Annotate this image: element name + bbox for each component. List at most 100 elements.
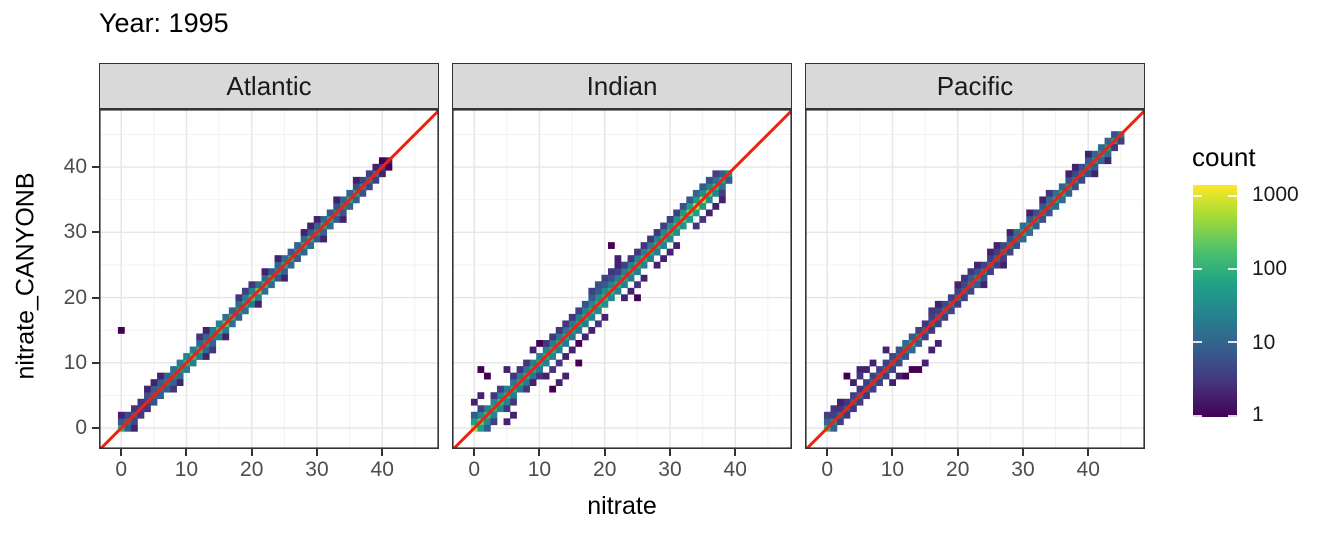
bin2d-cell	[352, 196, 360, 204]
bin2d-cell	[137, 398, 145, 406]
bin2d-cell	[568, 333, 576, 341]
bin2d-cell	[575, 307, 583, 315]
bin2d-cell	[987, 248, 994, 256]
bin2d-cell	[510, 379, 517, 386]
bin2d-cell	[640, 248, 648, 256]
bin2d-cell	[529, 372, 537, 380]
y-tick-label: 40	[63, 155, 87, 179]
bin2d-cell	[483, 405, 491, 413]
bin2d-cell	[287, 248, 295, 256]
bin2d-cell	[974, 268, 981, 276]
bin2d-cell	[549, 366, 557, 373]
legend-tick-label: 1000	[1252, 183, 1299, 206]
bin2d-cell	[1071, 183, 1079, 191]
bin2d-cell	[313, 222, 321, 230]
bin2d-cell	[627, 287, 635, 295]
bin2d-cell	[836, 418, 844, 426]
bin2d-cell	[699, 216, 707, 223]
bin2d-cell	[307, 242, 315, 249]
bin2d-cell	[294, 255, 301, 263]
bin2d-cell	[536, 340, 544, 347]
y-tick-label: 10	[63, 350, 87, 374]
bin2d-cell	[601, 287, 609, 295]
bin2d-cell	[607, 281, 615, 289]
bin2d-cell	[254, 300, 262, 308]
bin2d-cell	[176, 359, 184, 367]
bin2d-cell	[889, 366, 897, 373]
bin2d-cell	[601, 300, 609, 308]
bin2d-cell	[163, 385, 171, 393]
bin2d-cell	[902, 353, 910, 360]
bin2d-cell	[640, 274, 648, 282]
bin2d-cell	[1084, 150, 1092, 158]
x-tick-label: 40	[723, 458, 747, 481]
y-axis-title: nitrate_CANYONB	[11, 172, 40, 380]
bin2d-cell	[921, 320, 929, 328]
x-tick-label: 20	[946, 458, 970, 481]
bin2d-cell	[536, 366, 544, 373]
y-tick-label: 0	[75, 416, 87, 440]
panel-indian	[452, 109, 794, 451]
x-tick-label: 30	[1011, 458, 1035, 481]
bin2d-cell	[614, 261, 622, 269]
bin2d-cell	[228, 320, 236, 328]
y-tick-mark	[92, 231, 99, 234]
bin2d-cell	[882, 359, 890, 367]
bin2d-cell	[196, 340, 204, 347]
bin2d-cell	[575, 359, 583, 367]
bin2d-cell	[718, 183, 726, 191]
bin2d-cell	[621, 268, 628, 276]
bin2d-cell	[483, 372, 491, 380]
bin2d-cell	[157, 392, 164, 400]
bin2d-cell	[300, 248, 308, 256]
bin2d-cell	[222, 326, 230, 334]
bin2d-cell	[823, 418, 831, 426]
bin2d-cell	[117, 411, 125, 419]
bin2d-cell	[1098, 144, 1105, 152]
legend-tick-mark	[1193, 267, 1202, 270]
bin2d-cell	[117, 418, 125, 426]
bin2d-cell	[581, 307, 589, 315]
bin2d-cell	[1091, 170, 1099, 178]
bin2d-cell	[150, 379, 158, 386]
bin2d-cell	[490, 418, 498, 426]
x-tick-mark	[120, 449, 123, 456]
bin2d-cell	[241, 307, 249, 315]
legend-tick-mark	[1228, 194, 1237, 197]
bin2d-cell	[215, 333, 223, 341]
bin2d-cell	[967, 268, 975, 276]
bin2d-cell	[699, 183, 707, 191]
identity-reference-line	[805, 109, 1147, 451]
x-tick-mark	[1087, 449, 1090, 456]
panel-plot-area	[99, 109, 441, 451]
legend-tick-mark	[1193, 194, 1202, 197]
bin2d-cell	[333, 216, 341, 223]
facet-strip-indian: Indian	[452, 63, 792, 109]
x-tick-mark	[473, 449, 476, 456]
bin2d-cell	[607, 268, 615, 276]
bin2d-cell	[1117, 137, 1125, 145]
bin2d-cell	[144, 385, 151, 393]
x-tick-mark	[250, 449, 253, 456]
bin2d-cell	[1026, 216, 1034, 223]
bin2d-cell	[588, 294, 596, 302]
bin2d-cell	[1006, 248, 1014, 256]
bin2d-cell	[627, 261, 635, 269]
bin2d-cell	[1071, 163, 1079, 171]
bin2d-cell	[568, 346, 576, 354]
bin2d-cell	[300, 229, 308, 236]
bin2d-cell	[954, 300, 962, 308]
legend-tick-mark	[1228, 341, 1237, 344]
bin2d-cell	[1045, 189, 1053, 197]
bin2d-cell	[699, 189, 707, 197]
bin2d-cell	[359, 189, 367, 197]
bin2d-cell	[497, 385, 504, 393]
bin2d-cell	[967, 287, 975, 295]
bin2d-cell	[202, 346, 210, 354]
bin2d-cell	[712, 202, 720, 210]
bin2d-cell	[653, 229, 661, 236]
bin2d-cell	[876, 379, 883, 386]
bin2d-cell	[980, 281, 988, 289]
bin2d-cell	[1098, 157, 1105, 165]
bin2d-cell	[523, 379, 530, 386]
